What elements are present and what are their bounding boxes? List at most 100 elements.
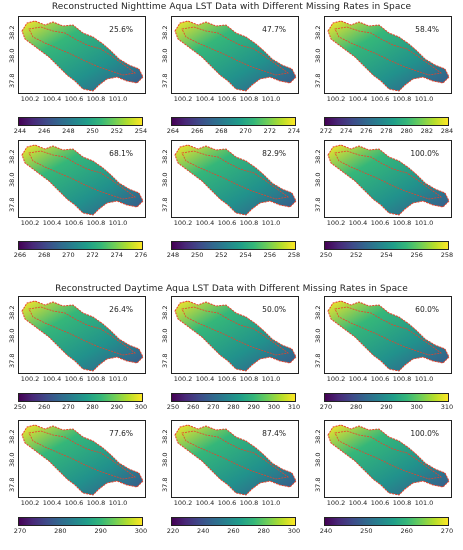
lst-map	[21, 144, 144, 216]
x-tick-label: 101.0	[108, 95, 128, 103]
colorbar	[324, 117, 449, 126]
x-tick-label: 100.4	[42, 499, 62, 507]
colorbar-tick-label: 270	[62, 251, 75, 259]
y-tick-label: 38.0	[8, 328, 16, 343]
lst-map	[21, 424, 144, 496]
x-tick-label: 100.6	[217, 95, 237, 103]
lst-map	[327, 20, 450, 92]
study-area-shape	[174, 20, 297, 92]
colorbar-tick-label: 264	[166, 127, 180, 135]
x-tick-label: 100.2	[326, 375, 346, 383]
day-map-panel-4: 77.6%	[18, 420, 146, 498]
x-tick-label: 101.0	[108, 499, 128, 507]
y-tick-label: 37.8	[8, 73, 16, 88]
colorbar-tick-label: 300	[134, 527, 148, 535]
night-map-panel-3: 58.4%	[324, 16, 452, 94]
missing-rate-label: 47.7%	[262, 25, 286, 34]
colorbar-tick-label: 274	[339, 127, 353, 135]
study-area-shape	[327, 424, 450, 496]
study-area-shape	[21, 20, 144, 92]
x-tick-label: 100.2	[326, 95, 346, 103]
day-map-panel-6: 100.0%	[324, 420, 452, 498]
day-map-panel-3: 60.0%	[324, 296, 452, 374]
sub-region-boundary	[334, 430, 442, 480]
colorbar-tick-label: 276	[134, 251, 148, 259]
colorbar-tick-label: 258	[287, 251, 301, 259]
x-tick-label: 100.4	[195, 219, 215, 227]
colorbar-tick-label: 250	[13, 403, 27, 411]
colorbar-tick-label: 254	[239, 251, 252, 259]
colorbar-tick-label: 300	[267, 403, 281, 411]
day-map-panel-1: 26.4%	[18, 296, 146, 374]
y-tick-label: 38.0	[314, 172, 322, 187]
y-tick-label: 37.8	[314, 477, 322, 492]
y-tick-label: 37.8	[161, 353, 169, 368]
colorbar-tick-label: 284	[440, 127, 454, 135]
colorbar-tick-label: 260	[37, 403, 51, 411]
x-tick-label: 100.6	[64, 375, 84, 383]
lst-map	[21, 20, 144, 92]
colorbar-tick-label: 260	[227, 527, 240, 535]
x-tick-label: 100.4	[195, 95, 215, 103]
x-tick-label: 100.6	[370, 219, 390, 227]
x-tick-label: 100.2	[173, 375, 193, 383]
sub-region-boundary	[181, 430, 289, 480]
missing-rate-label: 58.4%	[415, 25, 439, 34]
x-tick-label: 100.6	[64, 95, 84, 103]
x-tick-label: 100.2	[326, 219, 346, 227]
x-tick-label: 100.2	[173, 219, 193, 227]
y-tick-label: 38.2	[161, 305, 169, 320]
sub-region-boundary	[334, 150, 442, 200]
colorbar-tick-label: 290	[94, 527, 107, 535]
x-tick-label: 100.8	[239, 219, 259, 227]
x-tick-label: 101.0	[261, 375, 281, 383]
colorbar	[324, 241, 449, 250]
study-area-shape	[327, 20, 450, 92]
missing-rate-label: 50.0%	[262, 305, 286, 314]
study-area-shape	[327, 300, 450, 372]
x-tick-label: 100.2	[20, 499, 40, 507]
y-tick-label: 38.0	[161, 172, 169, 187]
x-tick-label: 100.4	[348, 375, 368, 383]
y-tick-label: 37.8	[161, 197, 169, 212]
lst-map	[174, 20, 297, 92]
colorbar-tick-label: 256	[410, 251, 423, 259]
colorbar-tick-label: 280	[227, 403, 240, 411]
sub-region-boundary	[181, 150, 289, 200]
y-tick-label: 38.2	[314, 429, 322, 444]
colorbar-tick-label: 266	[190, 127, 204, 135]
colorbar-tick-label: 300	[287, 527, 301, 535]
study-area-shape	[174, 300, 297, 372]
study-area-shape	[21, 300, 144, 372]
colorbar	[18, 517, 143, 526]
missing-rate-label: 68.1%	[109, 149, 133, 158]
colorbar-tick-label: 280	[400, 127, 413, 135]
x-tick-label: 101.0	[261, 219, 281, 227]
missing-rate-label: 100.0%	[410, 149, 439, 158]
colorbar-tick-label: 282	[420, 127, 434, 135]
colorbar-tick-label: 250	[190, 251, 204, 259]
missing-rate-label: 25.6%	[109, 25, 133, 34]
daytime-section-title: Reconstructed Daytime Aqua LST Data with…	[55, 284, 408, 294]
colorbar-tick-label: 240	[319, 527, 333, 535]
colorbar-tick-label: 270	[62, 403, 75, 411]
colorbar	[324, 393, 449, 402]
x-tick-label: 100.6	[217, 219, 237, 227]
lst-map	[174, 144, 297, 216]
colorbar-tick-label: 276	[360, 127, 373, 135]
y-tick-label: 38.2	[314, 149, 322, 164]
study-area-shape	[21, 144, 144, 216]
colorbar-tick-label: 278	[380, 127, 393, 135]
x-tick-label: 100.6	[217, 499, 237, 507]
y-tick-label: 37.8	[161, 73, 169, 88]
x-tick-label: 100.4	[348, 219, 368, 227]
y-tick-label: 37.8	[314, 197, 322, 212]
colorbar	[18, 117, 143, 126]
study-area-shape	[327, 144, 450, 216]
missing-rate-label: 100.0%	[410, 429, 439, 438]
colorbar-tick-label: 220	[166, 527, 180, 535]
colorbar-tick-label: 248	[62, 127, 75, 135]
sub-region-boundary	[28, 306, 136, 356]
y-tick-label: 38.0	[314, 452, 322, 467]
y-tick-label: 38.0	[161, 328, 169, 343]
